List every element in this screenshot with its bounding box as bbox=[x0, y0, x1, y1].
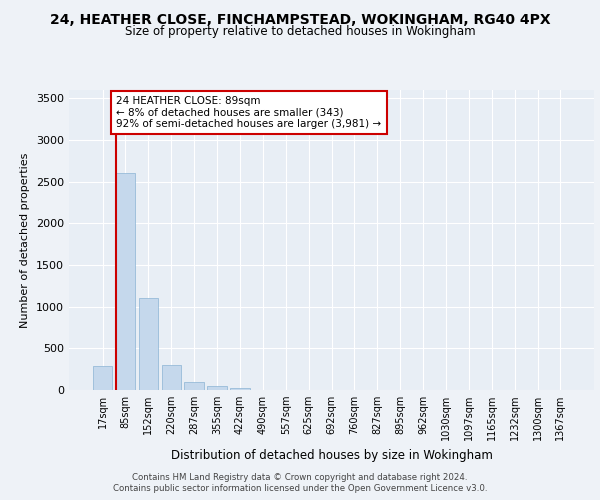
Bar bbox=[208, 386, 227, 390]
Bar bbox=[161, 365, 181, 390]
Text: 24, HEATHER CLOSE, FINCHAMPSTEAD, WOKINGHAM, RG40 4PX: 24, HEATHER CLOSE, FINCHAMPSTEAD, WOKING… bbox=[50, 12, 550, 26]
Text: Contains HM Land Registry data © Crown copyright and database right 2024.: Contains HM Land Registry data © Crown c… bbox=[132, 472, 468, 482]
Bar bbox=[184, 382, 204, 390]
Bar bbox=[230, 388, 250, 390]
X-axis label: Distribution of detached houses by size in Wokingham: Distribution of detached houses by size … bbox=[170, 448, 493, 462]
Bar bbox=[93, 366, 112, 390]
Text: Size of property relative to detached houses in Wokingham: Size of property relative to detached ho… bbox=[125, 25, 475, 38]
Bar bbox=[116, 174, 135, 390]
Text: Contains public sector information licensed under the Open Government Licence v3: Contains public sector information licen… bbox=[113, 484, 487, 493]
Text: 24 HEATHER CLOSE: 89sqm
← 8% of detached houses are smaller (343)
92% of semi-de: 24 HEATHER CLOSE: 89sqm ← 8% of detached… bbox=[116, 96, 382, 129]
Bar bbox=[139, 298, 158, 390]
Y-axis label: Number of detached properties: Number of detached properties bbox=[20, 152, 31, 328]
